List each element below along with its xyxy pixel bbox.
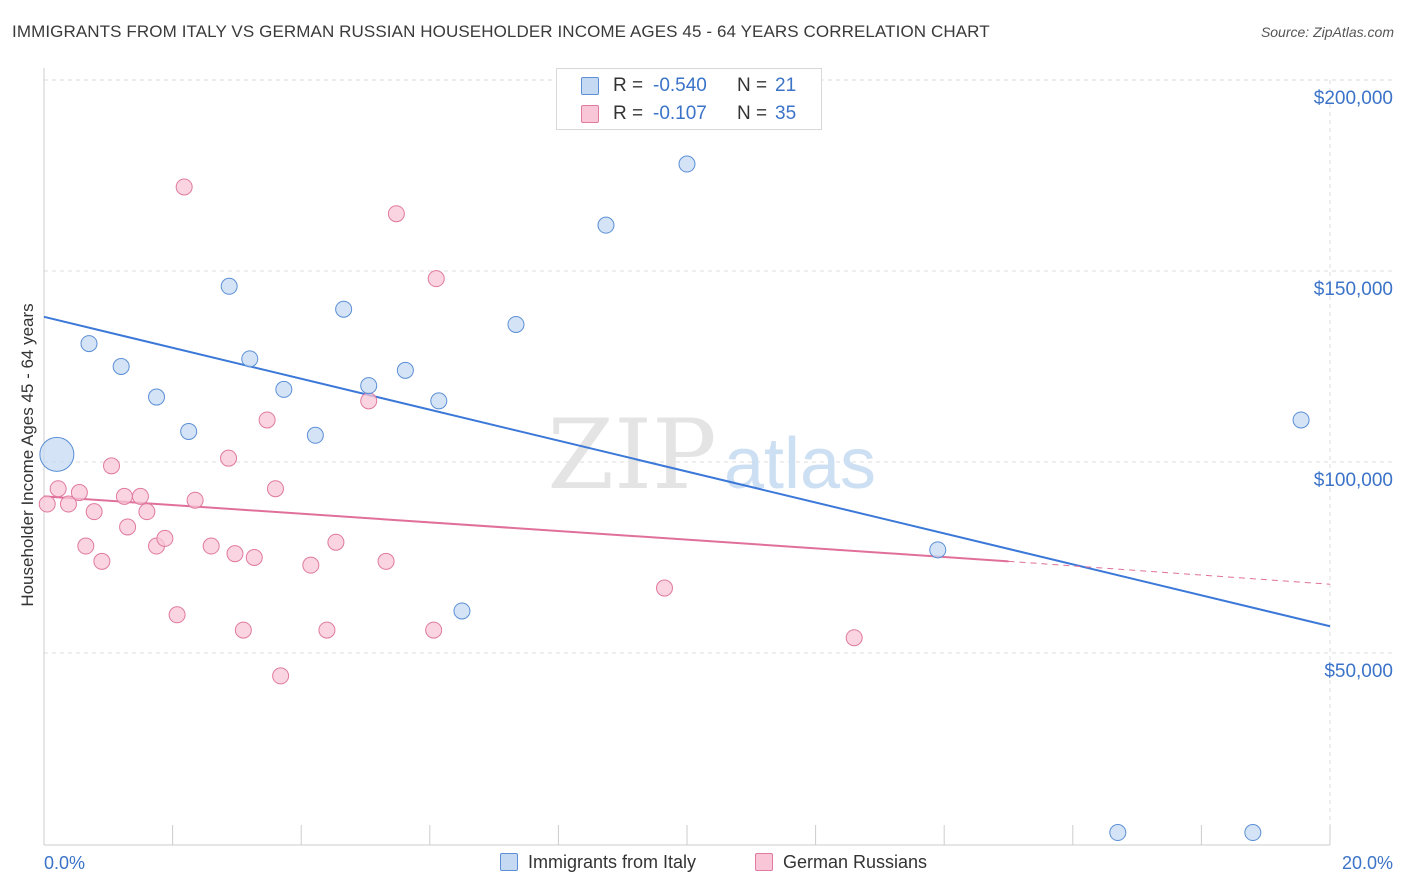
y-tick-label: $200,000 <box>1314 88 1393 109</box>
german-russians-point <box>427 270 445 288</box>
german-russians-point <box>266 480 284 498</box>
german-russians-point <box>202 537 220 555</box>
y-tick-label: $100,000 <box>1314 470 1393 491</box>
y-tick-label: $150,000 <box>1314 279 1393 300</box>
german-russians-point <box>49 480 67 498</box>
source-credit: Source: ZipAtlas.com <box>1260 24 1394 40</box>
italy-point <box>241 350 259 368</box>
german-russians-point <box>425 621 443 639</box>
trend-lines <box>43 315 1331 628</box>
german-russians-point <box>258 411 276 429</box>
italy-point <box>148 388 166 406</box>
italy-point <box>396 361 414 379</box>
n-value: 21 <box>775 75 797 96</box>
german-russians-point <box>168 606 186 624</box>
italy-point <box>306 426 324 444</box>
series-legend: Immigrants from Italy German Russians <box>0 852 1406 876</box>
german-russians-point <box>186 491 204 509</box>
italy-point <box>80 335 98 353</box>
german-russians-point <box>360 392 378 410</box>
italy-point <box>335 300 353 318</box>
italy-point <box>180 422 198 440</box>
german-russians-point <box>138 503 156 521</box>
legend-item-german-russians[interactable]: German Russians <box>755 852 927 873</box>
italy-point <box>360 377 378 395</box>
german-russians-point <box>655 579 673 597</box>
german-russians-point <box>70 484 88 502</box>
italy-point <box>597 216 615 234</box>
italy-point <box>453 602 471 620</box>
watermark-zip: ZIP <box>547 399 716 511</box>
german-russians-point <box>85 503 103 521</box>
german-russians-point <box>327 533 345 551</box>
german-russians-swatch <box>755 853 773 871</box>
x-tick-label: 0.0% <box>44 853 85 873</box>
gridlines <box>44 79 1395 845</box>
italy-point <box>1109 824 1127 842</box>
italy-point <box>112 358 130 375</box>
italy-point <box>678 155 696 173</box>
german-russians-point <box>377 552 395 570</box>
r-label: R = <box>613 75 644 96</box>
german-russians-point <box>103 457 121 475</box>
chart-title: IMMIGRANTS FROM ITALY VS GERMAN RUSSIAN … <box>12 22 990 41</box>
german-russians-point <box>845 629 863 647</box>
legend-label: Immigrants from Italy <box>528 852 697 872</box>
german-russians-point <box>220 449 238 467</box>
n-label: N = <box>737 75 768 96</box>
italy-swatch <box>581 77 599 95</box>
italy-point <box>39 436 75 472</box>
german-russians-point <box>175 178 193 196</box>
german-russians-point <box>131 487 149 505</box>
german-russians-swatch <box>581 105 599 123</box>
italy-point <box>929 541 947 559</box>
axes <box>43 68 1331 846</box>
german-russians-point <box>226 545 244 563</box>
italy-point <box>507 315 525 333</box>
italy-trend-line <box>43 315 1331 628</box>
correlation-legend: R = -0.540 N = 21 R = -0.107 N = 35 <box>556 68 822 130</box>
n-label: N = <box>737 103 768 124</box>
german-russians-point <box>115 487 133 505</box>
italy-point <box>275 380 293 398</box>
r-value: -0.107 <box>653 103 707 124</box>
german-russians-point <box>156 529 174 547</box>
german-russians-point <box>318 621 336 639</box>
italy-swatch <box>500 853 518 871</box>
r-value: -0.540 <box>653 75 707 96</box>
german-russians-point <box>93 552 111 570</box>
german-russians-point <box>245 549 263 566</box>
n-value: 35 <box>775 103 797 124</box>
german-russians-point <box>272 667 290 685</box>
legend-label: German Russians <box>783 852 928 872</box>
german-russians-point <box>77 537 95 555</box>
german-russians-point <box>119 518 137 536</box>
italy-point <box>1244 824 1262 842</box>
tick-labels: $50,000 $100,000 $150,000 $200,000 0.0% 20.0% <box>44 88 1393 873</box>
italy-point <box>1292 411 1310 429</box>
legend-item-italy[interactable]: Immigrants from Italy <box>500 852 696 873</box>
r-label: R = <box>613 103 644 124</box>
data-points <box>38 155 1310 842</box>
german-russians-trend-line <box>43 495 1009 563</box>
x-tick-label: 20.0% <box>1342 853 1393 873</box>
y-axis-label: Householder Income Ages 45 - 64 years <box>18 303 37 607</box>
german-russians-trend-extension <box>1008 560 1331 585</box>
german-russians-point <box>387 205 405 223</box>
german-russians-point <box>234 621 252 639</box>
watermark-atlas: atlas <box>724 424 876 504</box>
german-russians-point <box>302 556 320 574</box>
watermark: ZIP atlas <box>547 399 876 511</box>
italy-point <box>220 277 238 295</box>
german-russians-point <box>38 495 56 513</box>
italy-point <box>430 392 448 410</box>
y-tick-label: $50,000 <box>1324 661 1393 682</box>
german-russians-point <box>59 495 77 513</box>
